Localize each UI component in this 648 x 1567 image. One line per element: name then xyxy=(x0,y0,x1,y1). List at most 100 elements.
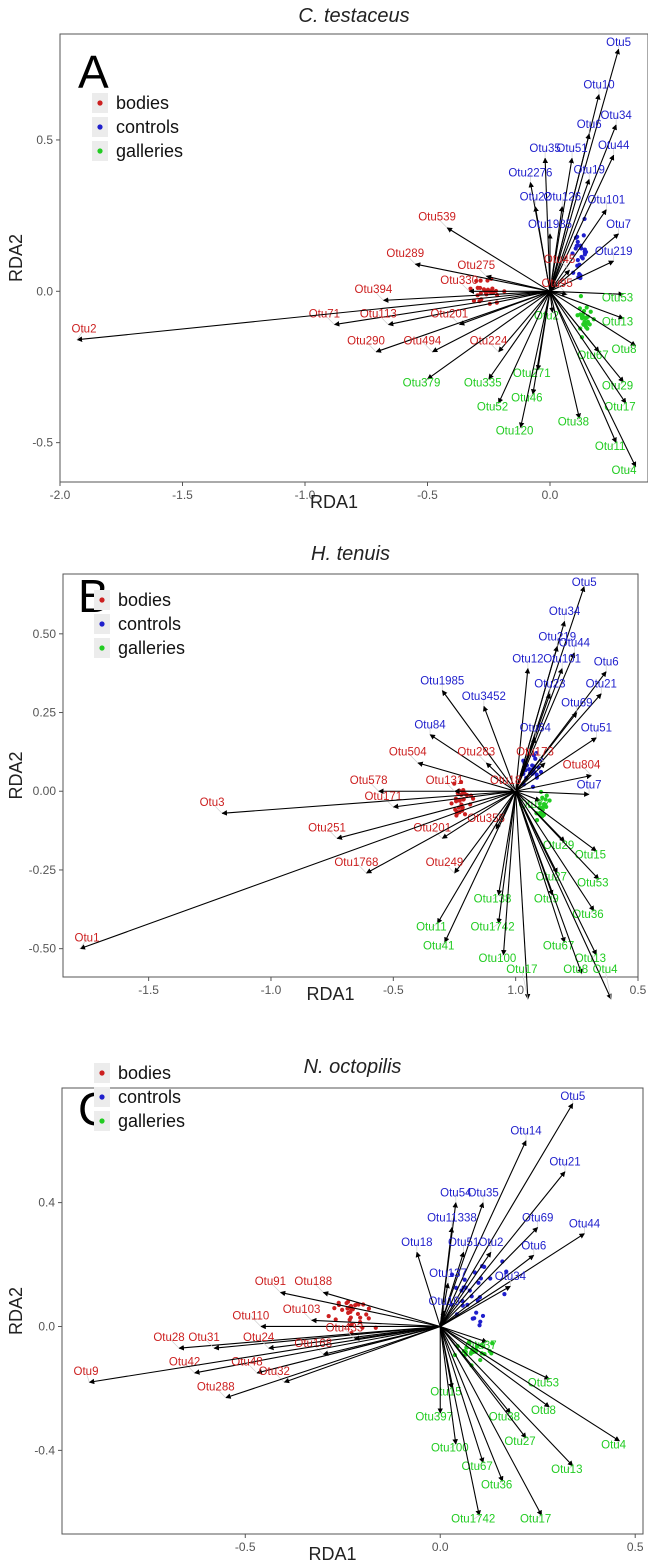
sample-point-bodies xyxy=(462,812,468,817)
otu-vector-arrow xyxy=(392,790,516,810)
otu-label: Otu21 xyxy=(549,1157,580,1169)
label-leader-line xyxy=(480,1341,488,1347)
otu-vector-arrow xyxy=(515,790,597,852)
label-leader-line xyxy=(422,341,433,353)
label-leader-line xyxy=(534,752,546,764)
otu-label: Otu539 xyxy=(418,212,456,224)
label-leader-line xyxy=(559,259,570,271)
otu-vector-arrow xyxy=(427,290,551,380)
label-leader-line xyxy=(488,341,499,353)
otu-vector-arrow xyxy=(213,1325,441,1351)
otu-vector-arrow xyxy=(515,791,566,943)
x-axis-title: RDA1 xyxy=(308,1544,356,1564)
otu-label: Otu2 xyxy=(72,324,97,336)
otu-vector-arrow xyxy=(515,773,593,792)
label-leader-line xyxy=(543,1378,550,1384)
x-tick-label: 0.0 xyxy=(542,488,559,502)
x-tick-label: 0.5 xyxy=(630,983,647,997)
otu-label: Otu27 xyxy=(504,1436,535,1448)
otu-label: Otu67 xyxy=(543,941,574,953)
label-leader-line xyxy=(592,879,600,884)
label-leader-line xyxy=(519,1437,527,1443)
otu-label: Otu5 xyxy=(606,37,631,49)
sample-point-controls xyxy=(538,769,544,775)
label-leader-line xyxy=(535,1515,542,1520)
legend-key-controls xyxy=(99,1094,105,1100)
otu-label: Otu31 xyxy=(188,1332,219,1344)
label-leader-line xyxy=(301,1309,312,1321)
otu-label: Otu67 xyxy=(461,1461,492,1473)
legend-key-bodies xyxy=(97,100,103,106)
otu-vector-arrow xyxy=(283,1325,441,1384)
label-leader-line xyxy=(313,1281,324,1293)
otu-label: Otu101 xyxy=(587,195,625,207)
otu-vector-arrow xyxy=(439,1326,543,1516)
otu-vector-arrow xyxy=(439,1226,539,1327)
otu-label: Otu397 xyxy=(415,1411,453,1423)
label-leader-line xyxy=(383,796,394,808)
sample-point-galleries xyxy=(474,1344,479,1349)
otu-label: Otu38 xyxy=(489,1411,520,1423)
otu-label: Otu44 xyxy=(598,140,630,152)
otu-label: Otu17 xyxy=(506,964,537,976)
otu-vector-arrow xyxy=(431,290,551,353)
sample-point-bodies xyxy=(326,1313,331,1319)
otu-label: Otu1768 xyxy=(334,857,378,869)
otu-vector-arrow xyxy=(483,705,517,792)
label-leader-line xyxy=(587,910,595,916)
label-leader-line xyxy=(543,1406,550,1412)
otu-label: Otu8 xyxy=(612,344,637,356)
otu-vector-arrow xyxy=(549,290,624,383)
otu-label: Otu36 xyxy=(572,909,603,921)
label-leader-line xyxy=(449,1443,457,1449)
otu-label: Otu173 xyxy=(516,747,554,759)
x-axis-title: RDA1 xyxy=(310,492,358,512)
otu-vector-arrow xyxy=(515,652,575,792)
otu-label: Otu330 xyxy=(440,275,478,287)
sample-point-galleries xyxy=(582,315,588,320)
otu-label: Otu29 xyxy=(602,380,633,392)
otu-label: Otu11 xyxy=(416,922,446,934)
otu-vector-arrow xyxy=(439,1103,574,1327)
otu-label: Otu6 xyxy=(594,657,619,669)
otu-label: Otu290 xyxy=(347,336,385,348)
otu-vector-arrow xyxy=(549,205,565,292)
label-leader-line xyxy=(617,318,624,324)
y-axis-title: RDA2 xyxy=(6,234,26,282)
x-tick-label: -1.0 xyxy=(295,488,316,502)
otu-vector-arrow xyxy=(549,290,637,347)
otu-label: Otu356 xyxy=(467,813,505,825)
sample-point-galleries xyxy=(537,801,542,806)
otu-label: Otu69 xyxy=(522,1212,553,1224)
otu-label: Otu131 xyxy=(426,775,464,787)
otu-label: Otu289 xyxy=(386,248,424,260)
legend-key-galleries xyxy=(99,1118,105,1124)
sample-point-bodies xyxy=(481,287,487,292)
label-leader-line xyxy=(590,954,597,960)
sample-point-bodies xyxy=(348,1315,353,1320)
x-tick-label: -0.5 xyxy=(235,1540,256,1554)
otu-vector-arrow xyxy=(429,734,516,792)
sample-point-bodies xyxy=(475,285,480,290)
otu-vector-arrow xyxy=(515,762,546,792)
label-leader-line xyxy=(246,1362,258,1374)
label-leader-line xyxy=(368,780,379,792)
label-leader-line xyxy=(444,780,455,792)
otu-label: Otu219 xyxy=(595,246,633,258)
otu-vector-arrow xyxy=(414,262,551,292)
label-leader-line xyxy=(184,1362,195,1374)
otu-label: Otu35 xyxy=(529,143,560,155)
label-leader-line xyxy=(476,752,487,764)
otu-label: Otu1742 xyxy=(470,922,514,934)
otu-vector-arrow xyxy=(439,1140,527,1327)
label-leader-line xyxy=(270,1281,281,1293)
label-leader-line xyxy=(365,341,377,353)
otu-label: Otu120 xyxy=(496,426,534,438)
otu-vector-arrow xyxy=(417,761,516,792)
sample-point-galleries xyxy=(543,797,548,802)
label-leader-line xyxy=(421,378,428,384)
otu-vector-arrow xyxy=(515,737,597,792)
sample-point-controls xyxy=(530,763,535,768)
otu-vector-arrow xyxy=(530,291,551,395)
otu-vector-arrow xyxy=(549,291,637,468)
